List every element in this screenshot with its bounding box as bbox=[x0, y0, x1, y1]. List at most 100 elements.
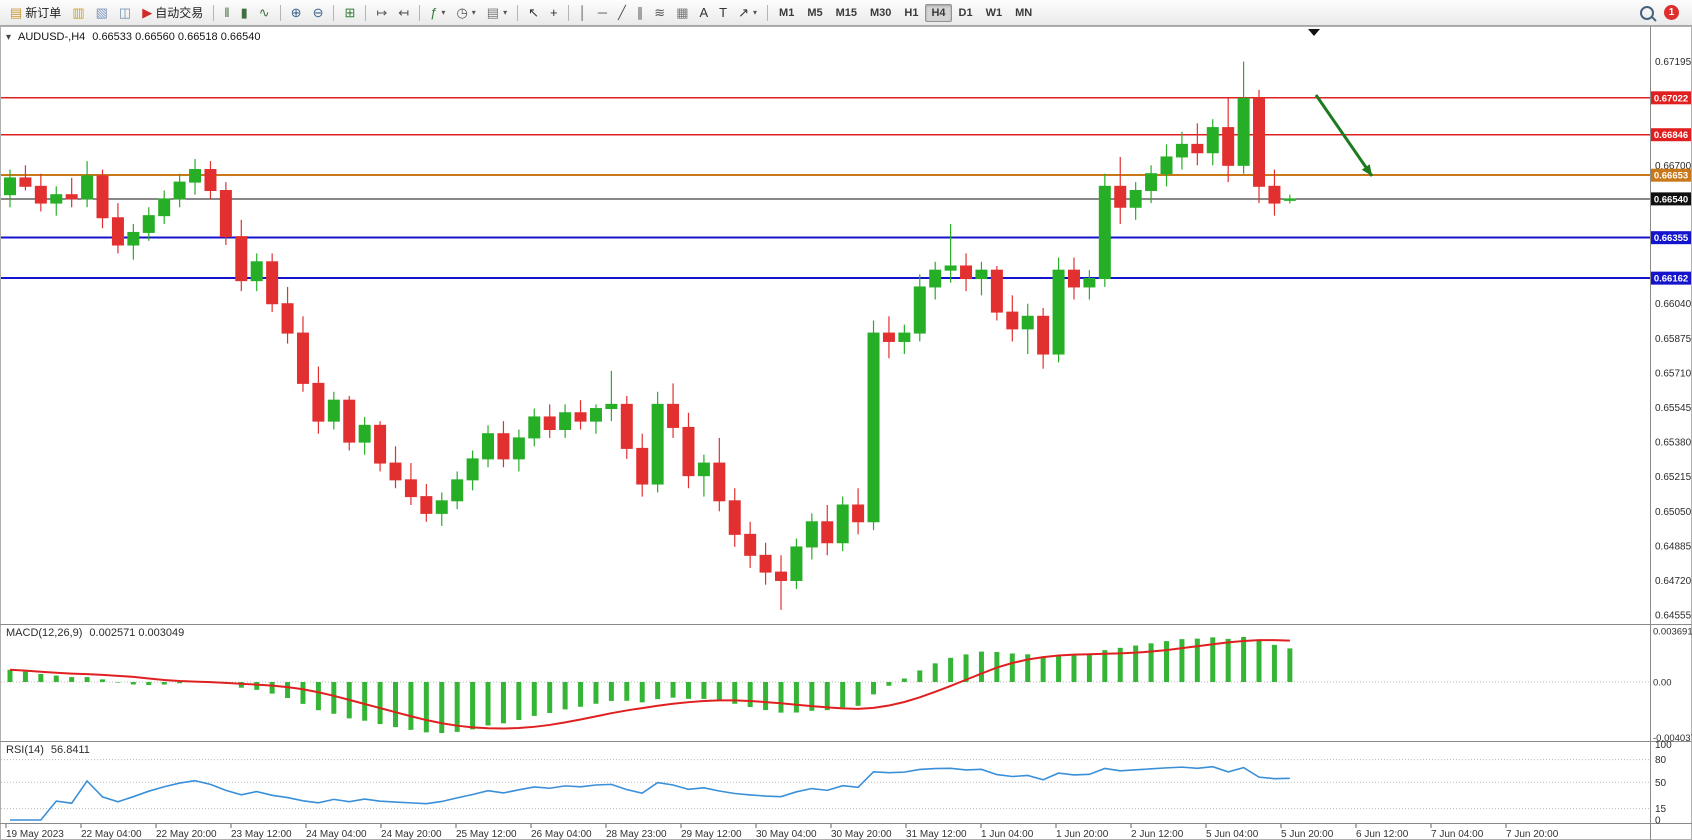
timeframe-w1-button[interactable]: W1 bbox=[980, 4, 1009, 22]
timeframe-m5-label: M5 bbox=[807, 6, 823, 19]
equidistant-channel-button[interactable]: ∥ bbox=[632, 2, 649, 24]
templates-dropdown-arrow[interactable]: ▾ bbox=[503, 8, 508, 17]
auto-scroll-button[interactable]: ↦ bbox=[371, 2, 392, 24]
price-tick-label: 0.66700 bbox=[1655, 161, 1692, 172]
tile-windows-icon: ⊞ bbox=[344, 5, 356, 20]
timeframe-m5-button[interactable]: M5 bbox=[801, 4, 828, 22]
timeframe-h4-button[interactable]: H4 bbox=[925, 3, 952, 22]
candle bbox=[574, 412, 587, 422]
candle bbox=[173, 181, 186, 200]
chart-shift-marker[interactable] bbox=[1308, 29, 1320, 36]
trend-arrow-head[interactable] bbox=[1361, 164, 1372, 176]
text-icon: A bbox=[699, 5, 709, 20]
notifications-badge[interactable]: 1 bbox=[1664, 5, 1679, 20]
timeframe-h1-button[interactable]: H1 bbox=[898, 4, 924, 22]
toolbar-separator bbox=[517, 4, 519, 21]
candle bbox=[482, 433, 495, 460]
time-axis-label: 6 Jun 12:00 bbox=[1356, 829, 1409, 840]
arrows-button[interactable]: ↗ ▾ bbox=[733, 2, 762, 24]
price-level-badge-text: 0.66355 bbox=[1654, 233, 1689, 244]
candlestick-chart-button[interactable]: ▮ bbox=[236, 2, 253, 24]
candle bbox=[189, 169, 202, 183]
timeframe-m30-button[interactable]: M30 bbox=[864, 4, 897, 22]
indicators-dropdown-arrow[interactable]: ▾ bbox=[441, 8, 446, 17]
templates-icon: ▤ bbox=[486, 5, 500, 20]
autotrading-label: 自动交易 bbox=[155, 6, 204, 20]
cursor-button[interactable]: ↖ bbox=[523, 2, 544, 24]
candle bbox=[1145, 173, 1158, 191]
price-tick-label: 0.66040 bbox=[1655, 299, 1692, 310]
profiles-button[interactable]: ▧ bbox=[91, 2, 113, 24]
search-icon[interactable] bbox=[1640, 5, 1654, 20]
time-axis-label: 26 May 04:00 bbox=[531, 829, 592, 840]
candle bbox=[882, 332, 895, 342]
autotrading-button[interactable]: ▶ 自动交易 bbox=[137, 2, 208, 24]
line-chart-button[interactable]: ∿ bbox=[254, 2, 275, 24]
timeframe-m1-button[interactable]: M1 bbox=[773, 4, 800, 22]
candle bbox=[821, 521, 834, 544]
toolbar-separator bbox=[333, 4, 335, 21]
arrows-dropdown-arrow[interactable]: ▾ bbox=[753, 8, 758, 17]
timeframe-m1-label: M1 bbox=[779, 6, 795, 19]
candle bbox=[1237, 97, 1250, 166]
candle bbox=[1021, 315, 1034, 330]
metaeditor-button[interactable]: ▥ bbox=[67, 2, 89, 24]
horizontal-line-button[interactable]: ─ bbox=[593, 2, 612, 24]
templates-button[interactable]: ▤ ▾ bbox=[482, 2, 512, 24]
time-axis-label: 1 Jun 20:00 bbox=[1056, 829, 1109, 840]
ohlc-values: 0.66533 0.66560 0.66518 0.66540 bbox=[92, 31, 261, 43]
periods-button[interactable]: ◷ ▾ bbox=[451, 2, 480, 24]
candle bbox=[605, 403, 618, 410]
text-label-button[interactable]: T bbox=[714, 2, 732, 24]
cycle-lines-button[interactable]: ▦ bbox=[671, 2, 693, 24]
time-axis-label: 28 May 23:00 bbox=[606, 829, 667, 840]
timeframe-mn-button[interactable]: MN bbox=[1009, 4, 1038, 22]
candle bbox=[1191, 143, 1204, 154]
candle bbox=[559, 412, 572, 431]
periods-dropdown-arrow[interactable]: ▾ bbox=[471, 8, 476, 17]
one-click-trading-toggle[interactable] bbox=[6, 31, 11, 43]
time-axis-label: 25 May 12:00 bbox=[456, 829, 517, 840]
trend-arrow[interactable] bbox=[1314, 94, 1374, 177]
metaeditor-icon: ▥ bbox=[72, 5, 85, 20]
trendline-button[interactable]: ╱ bbox=[613, 2, 631, 24]
toolbar-separator bbox=[419, 4, 421, 21]
data-window-button[interactable]: ◫ bbox=[114, 2, 136, 24]
candle bbox=[1067, 269, 1080, 288]
zoom-out-button[interactable]: ⊖ bbox=[308, 2, 329, 24]
candle bbox=[219, 189, 232, 238]
rsi-indicator-label: RSI(14) 56.8411 bbox=[6, 744, 90, 756]
crosshair-button[interactable]: + bbox=[545, 2, 563, 24]
tile-windows-button[interactable]: ⊞ bbox=[339, 2, 360, 24]
text-label-icon: T bbox=[719, 5, 728, 20]
chart-window-border bbox=[0, 26, 1692, 840]
price-tick-label: 0.64720 bbox=[1655, 576, 1692, 587]
candle bbox=[451, 479, 464, 502]
rsi-axis-label: 50 bbox=[1655, 778, 1667, 789]
price-tick-label: 0.65875 bbox=[1655, 334, 1692, 345]
rsi-axis-label: 100 bbox=[1655, 740, 1672, 751]
price-level-badge bbox=[1651, 192, 1691, 206]
zoom-in-button[interactable]: ⊕ bbox=[286, 2, 307, 24]
candle bbox=[420, 496, 433, 514]
text-button[interactable]: A bbox=[694, 2, 713, 24]
indicators-button[interactable]: ƒ ▾ bbox=[425, 2, 450, 24]
candle bbox=[682, 426, 695, 477]
bar-chart-button[interactable]: ‖ bbox=[219, 2, 234, 24]
candle bbox=[127, 231, 140, 246]
candle bbox=[235, 236, 248, 282]
chart-shift-button[interactable]: ↤ bbox=[393, 2, 414, 24]
timeframe-m15-button[interactable]: M15 bbox=[830, 4, 863, 22]
bar-chart-icon: ‖ bbox=[224, 5, 230, 20]
candle bbox=[358, 424, 371, 443]
toolbar-right-cluster: 1 bbox=[1640, 5, 1687, 20]
fibonacci-retracement-button[interactable]: ≋ bbox=[649, 2, 670, 24]
new-order-button[interactable]: ▤ 新订单 bbox=[5, 2, 66, 24]
candle bbox=[1052, 269, 1065, 355]
chart-shift-icon: ↤ bbox=[398, 5, 410, 20]
candle bbox=[651, 403, 664, 485]
vertical-line-button[interactable]: │ bbox=[574, 2, 592, 24]
rsi-value: 56.8411 bbox=[50, 744, 90, 756]
timeframe-d1-button[interactable]: D1 bbox=[953, 4, 979, 22]
